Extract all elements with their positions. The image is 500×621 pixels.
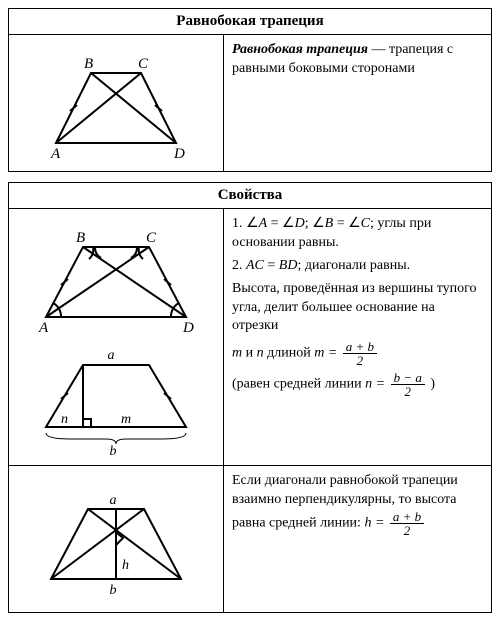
label-a: a [108, 348, 115, 363]
label-C2: C [146, 230, 157, 246]
fraction-3: a + b2 [390, 510, 424, 537]
label-D: D [173, 146, 185, 162]
properties-text-1: 1. ∠A = ∠D; ∠B = ∠C; углы при основании … [224, 209, 492, 466]
label-B: B [84, 56, 93, 72]
label-B2: B [76, 230, 85, 246]
definition-text-cell: Равнобокая трапеция — трапеция с равными… [224, 35, 492, 172]
properties-text-2: Если диагонали равнобокой трапеции взаим… [224, 466, 492, 613]
label-b: b [110, 444, 117, 457]
trapezoid-mn-svg: a b n m [21, 337, 211, 457]
definition-table: Равнобокая трапеция A B C D Равноб [8, 8, 492, 172]
label-A2: A [38, 320, 49, 336]
properties-table: Свойства [8, 182, 492, 613]
figure-1-cell: A B C D [9, 35, 224, 172]
label-A: A [50, 146, 61, 162]
prop2-text: Если диагонали равнобокой трапеции взаим… [232, 472, 483, 537]
def-title: Равнобокая трапеция [232, 42, 368, 57]
table2-title: Свойства [9, 183, 492, 209]
trapezoid-diagonals-svg: A B C D [26, 43, 206, 163]
fraction-2: b − a2 [391, 371, 425, 398]
label-m: m [121, 412, 131, 427]
label-D2: D [182, 320, 194, 336]
label-h: h [122, 558, 129, 573]
label-C: C [138, 56, 149, 72]
prop-line-5: (равен средней линии n = b − a2 ) [232, 371, 483, 398]
prop-line-1: 1. ∠A = ∠D; ∠B = ∠C; углы при основании … [232, 215, 483, 253]
table-spacer [8, 172, 492, 182]
label-n: n [61, 412, 68, 427]
definition-text: Равнобокая трапеция — трапеция с равными… [232, 41, 483, 79]
figure-3-cell: a b h [9, 466, 224, 613]
label-a2: a [110, 493, 117, 508]
trapezoid-perp-svg: a b h [26, 474, 206, 604]
label-b2: b [110, 583, 117, 598]
trapezoid-angles-svg: A B C D [21, 217, 211, 337]
prop-line-2: 2. AC = BD; диагонали равны. [232, 257, 483, 276]
figure-2-cell: A B C D a b n [9, 209, 224, 466]
fraction-1: a + b2 [343, 340, 377, 367]
prop-line-4: m и n длиной m = a + b2 [232, 340, 483, 367]
prop-line-3: Высота, проведённая из вершины тупого уг… [232, 280, 483, 337]
table1-title: Равнобокая трапеция [9, 9, 492, 35]
